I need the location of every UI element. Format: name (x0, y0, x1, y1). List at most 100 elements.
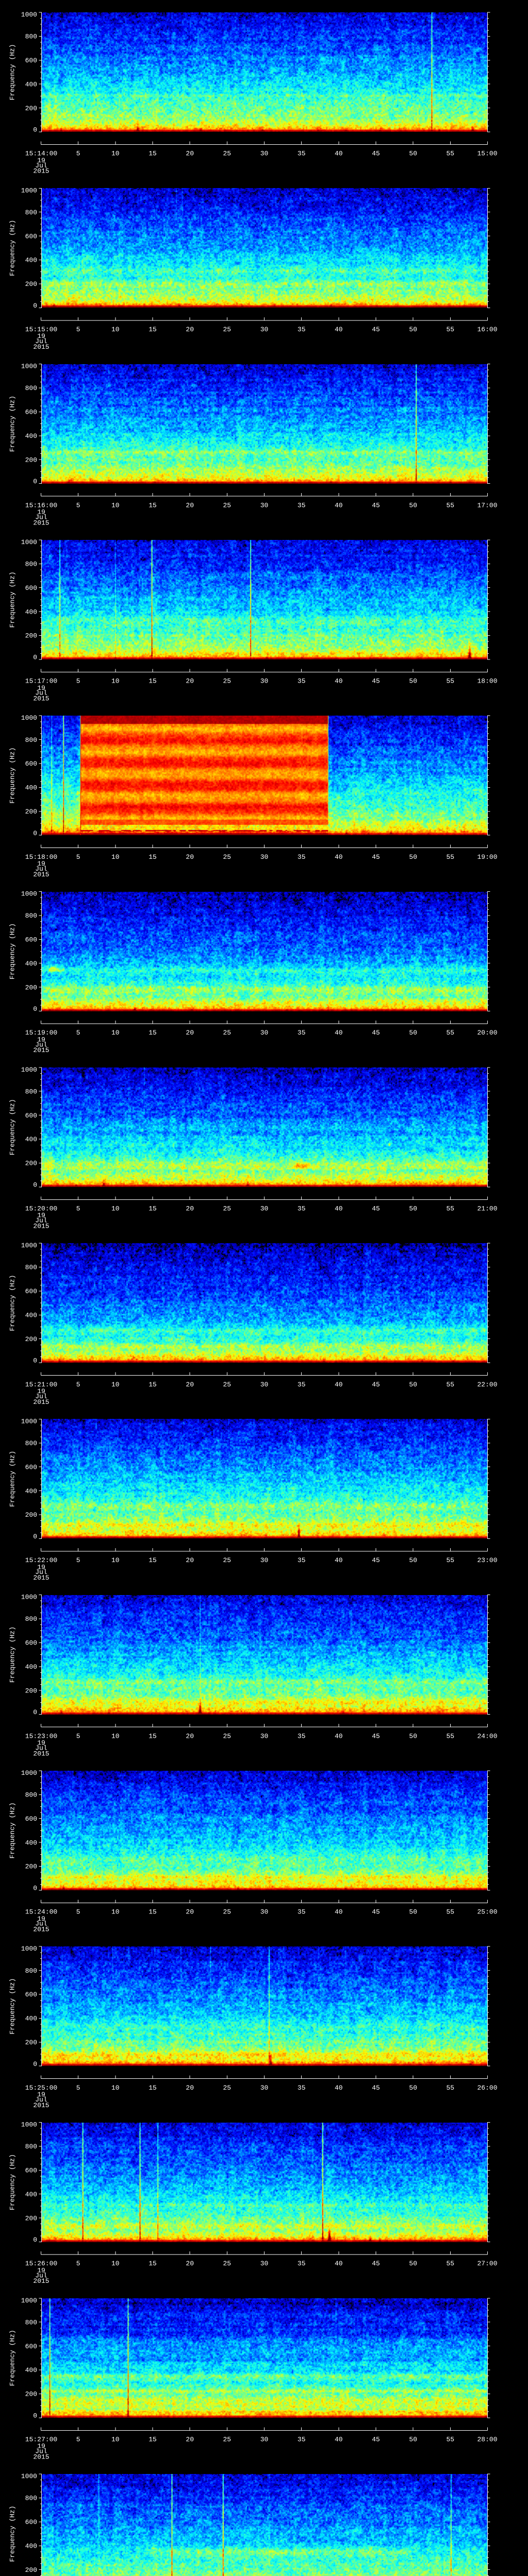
svg-text:40: 40 (335, 501, 343, 509)
svg-text:15:15:00: 15:15:00 (25, 326, 57, 333)
svg-text:Jul: Jul (35, 513, 47, 521)
svg-text:0: 0 (33, 2412, 37, 2419)
svg-text:19: 19 (37, 1563, 45, 1571)
svg-text:800: 800 (25, 209, 37, 216)
svg-text:40: 40 (335, 1205, 343, 1213)
svg-text:50: 50 (409, 2436, 417, 2444)
svg-text:45: 45 (372, 677, 380, 685)
svg-text:5: 5 (76, 1381, 80, 1388)
svg-text:19: 19 (37, 1036, 45, 1043)
svg-text:35: 35 (298, 1029, 306, 1037)
svg-text:5: 5 (76, 150, 80, 158)
svg-text:10: 10 (111, 150, 120, 158)
svg-text:19: 19 (37, 2091, 45, 2098)
svg-text:45: 45 (372, 1908, 380, 1916)
svg-text:10: 10 (111, 1556, 120, 1564)
svg-text:400: 400 (25, 1312, 37, 1319)
svg-text:40: 40 (335, 1908, 343, 1916)
svg-text:600: 600 (25, 1815, 37, 1823)
svg-text:55: 55 (446, 150, 454, 158)
svg-text:45: 45 (372, 1029, 380, 1037)
svg-text:600: 600 (25, 1287, 37, 1295)
svg-text:21:00: 21:00 (477, 1205, 497, 1213)
svg-text:24:00: 24:00 (477, 1732, 497, 1740)
svg-text:2015: 2015 (33, 2102, 49, 2109)
svg-text:Jul: Jul (35, 337, 47, 345)
svg-text:10: 10 (111, 2084, 120, 2092)
svg-text:50: 50 (409, 1029, 417, 1037)
svg-text:400: 400 (25, 1487, 37, 1495)
svg-text:20: 20 (186, 1029, 194, 1037)
svg-text:2015: 2015 (33, 1046, 49, 1054)
svg-text:2015: 2015 (33, 167, 49, 175)
svg-text:1000: 1000 (21, 1066, 37, 1074)
svg-text:15:16:00: 15:16:00 (25, 501, 57, 509)
svg-text:200: 200 (25, 1335, 37, 1343)
svg-text:200: 200 (25, 2214, 37, 2222)
svg-text:600: 600 (25, 936, 37, 944)
svg-text:15:00: 15:00 (477, 150, 497, 158)
svg-text:20: 20 (186, 326, 194, 333)
svg-text:5: 5 (76, 2084, 80, 2092)
svg-text:200: 200 (25, 456, 37, 464)
svg-text:55: 55 (446, 677, 454, 685)
svg-text:10: 10 (111, 1381, 120, 1388)
svg-text:200: 200 (25, 632, 37, 640)
svg-text:55: 55 (446, 501, 454, 509)
svg-text:Frequency (Hz): Frequency (Hz) (9, 1451, 16, 1507)
svg-text:Frequency (Hz): Frequency (Hz) (9, 1099, 16, 1155)
svg-text:5: 5 (76, 2260, 80, 2267)
svg-text:800: 800 (25, 912, 37, 920)
svg-text:19: 19 (37, 2266, 45, 2274)
svg-text:50: 50 (409, 1908, 417, 1916)
svg-text:400: 400 (25, 257, 37, 264)
svg-text:800: 800 (25, 384, 37, 392)
svg-text:19: 19 (37, 1739, 45, 1747)
svg-text:10: 10 (111, 2260, 120, 2267)
svg-text:5: 5 (76, 1205, 80, 1213)
svg-text:55: 55 (446, 326, 454, 333)
svg-text:15:17:00: 15:17:00 (25, 677, 57, 685)
svg-text:2015: 2015 (33, 1223, 49, 1230)
svg-text:30: 30 (260, 2436, 269, 2444)
svg-text:23:00: 23:00 (477, 1556, 497, 1564)
svg-text:35: 35 (298, 2436, 306, 2444)
svg-text:40: 40 (335, 853, 343, 861)
svg-text:Frequency (Hz): Frequency (Hz) (9, 220, 16, 276)
svg-text:2015: 2015 (33, 1574, 49, 1582)
svg-text:Frequency (Hz): Frequency (Hz) (9, 2330, 16, 2386)
svg-text:15: 15 (148, 1029, 157, 1037)
svg-text:25: 25 (223, 326, 231, 333)
svg-text:15: 15 (148, 2084, 157, 2092)
svg-text:35: 35 (298, 853, 306, 861)
svg-text:1000: 1000 (21, 187, 37, 194)
svg-text:25: 25 (223, 1029, 231, 1037)
svg-text:2015: 2015 (33, 2277, 49, 2285)
svg-text:25: 25 (223, 1908, 231, 1916)
svg-text:200: 200 (25, 808, 37, 816)
svg-text:25: 25 (223, 2084, 231, 2092)
svg-text:30: 30 (260, 1732, 269, 1740)
svg-text:1000: 1000 (21, 1417, 37, 1425)
svg-text:5: 5 (76, 1908, 80, 1916)
svg-text:30: 30 (260, 2260, 269, 2267)
svg-text:15: 15 (148, 1556, 157, 1564)
svg-text:25: 25 (223, 1732, 231, 1740)
svg-text:35: 35 (298, 1908, 306, 1916)
svg-text:1000: 1000 (21, 1945, 37, 1953)
svg-text:2015: 2015 (33, 343, 49, 351)
svg-text:30: 30 (260, 150, 269, 158)
svg-text:0: 0 (33, 2236, 37, 2244)
svg-text:20: 20 (186, 501, 194, 509)
svg-text:10: 10 (111, 1732, 120, 1740)
svg-text:50: 50 (409, 1205, 417, 1213)
svg-text:30: 30 (260, 1908, 269, 1916)
svg-text:Frequency (Hz): Frequency (Hz) (9, 2505, 16, 2562)
svg-text:28:00: 28:00 (477, 2436, 497, 2444)
svg-text:Jul: Jul (35, 1568, 47, 1576)
svg-text:200: 200 (25, 1511, 37, 1519)
svg-text:10: 10 (111, 677, 120, 685)
svg-text:Frequency (Hz): Frequency (Hz) (9, 1275, 16, 1331)
svg-text:2015: 2015 (33, 2453, 49, 2461)
svg-text:19: 19 (37, 684, 45, 692)
